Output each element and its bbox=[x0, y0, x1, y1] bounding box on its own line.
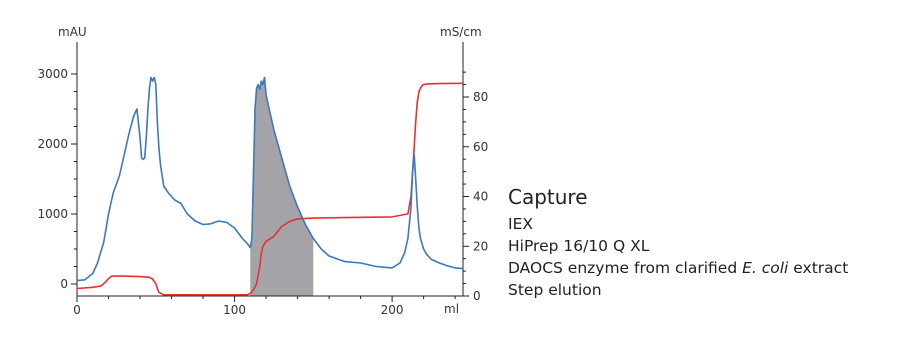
legend-sample-prefix: DAOCS enzyme from clarified bbox=[508, 259, 743, 277]
legend-sample-organism: E. coli bbox=[742, 259, 789, 277]
legend-line-elution: Step elution bbox=[508, 281, 602, 299]
right-tick-label: 80 bbox=[473, 90, 488, 104]
left-tick-label: 1000 bbox=[37, 207, 68, 221]
right-y-ticks: 0 20 40 60 80 bbox=[463, 71, 488, 303]
conductivity-series-line bbox=[76, 82, 464, 296]
right-y-unit-label: mS/cm bbox=[440, 25, 482, 39]
left-tick-label: 0 bbox=[60, 277, 68, 291]
legend-title: Capture bbox=[508, 185, 588, 209]
right-tick-label: 40 bbox=[473, 190, 488, 204]
right-tick-label: 0 bbox=[473, 289, 481, 303]
x-ticks: 0 100 200 bbox=[73, 296, 456, 317]
chart-legend: Capture IEX HiPrep 16/10 Q XL DAOCS enzy… bbox=[508, 185, 848, 301]
x-tick-label: 0 bbox=[73, 303, 81, 317]
legend-line-technique: IEX bbox=[508, 215, 533, 233]
legend-sample-suffix: extract bbox=[788, 259, 849, 277]
legend-line-column: HiPrep 16/10 Q XL bbox=[508, 237, 650, 255]
right-tick-label: 20 bbox=[473, 239, 488, 253]
absorbance-series-line bbox=[76, 76, 464, 282]
left-y-ticks: 0 1000 2000 3000 bbox=[37, 67, 77, 291]
x-unit-label: ml bbox=[444, 302, 459, 316]
x-tick-label: 100 bbox=[223, 303, 246, 317]
left-y-unit-label: mAU bbox=[58, 25, 87, 39]
x-tick-label: 200 bbox=[381, 303, 404, 317]
left-tick-label: 3000 bbox=[37, 67, 68, 81]
legend-line-sample: DAOCS enzyme from clarified E. coli extr… bbox=[508, 257, 848, 279]
right-tick-label: 60 bbox=[473, 140, 488, 154]
left-tick-label: 2000 bbox=[37, 137, 68, 151]
